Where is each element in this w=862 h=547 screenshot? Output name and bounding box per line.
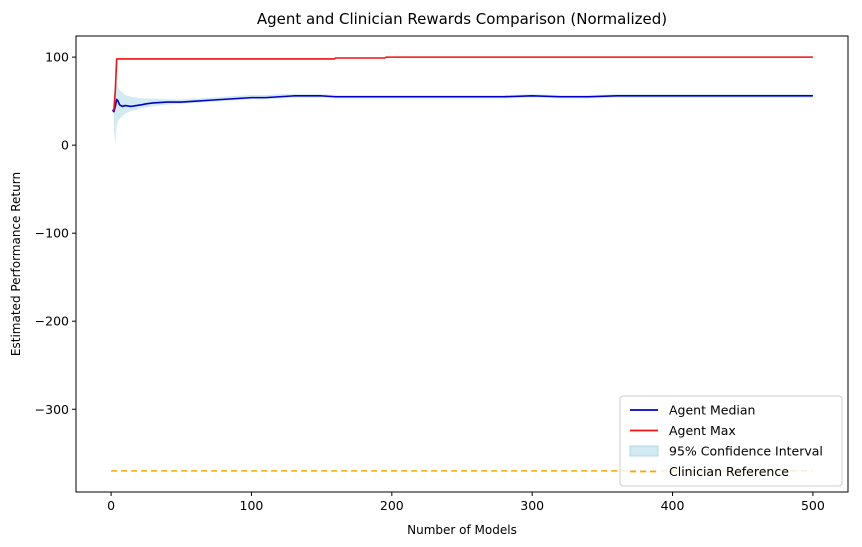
legend: Agent Median Agent Max 95% Confidence Inte… — [619, 395, 843, 487]
x-tick-label: 200 — [380, 498, 404, 513]
x-axis-label: Number of Models — [407, 523, 517, 537]
legend-label: Clinician Reference — [669, 464, 789, 479]
confidence-interval-band — [113, 81, 813, 144]
legend-swatch — [629, 445, 659, 457]
legend-label: Agent Median — [669, 403, 755, 418]
x-tick-label: 500 — [801, 498, 825, 513]
x-tick-label: 100 — [240, 498, 264, 513]
x-tick-label: 0 — [107, 498, 115, 513]
legend-label: Agent Max — [669, 423, 736, 438]
legend-label: 95% Confidence Interval — [669, 444, 823, 459]
confidence-interval-layer — [113, 81, 813, 144]
y-tick-label: 0 — [61, 138, 69, 153]
axes-layer — [75, 35, 849, 493]
x-tick-label: 300 — [520, 498, 544, 513]
series-line-agent-median — [111, 95, 813, 113]
y-ticks: 100 0 −100 −200 −300 — [35, 50, 76, 417]
series-line-agent-max — [112, 56, 813, 111]
x-ticks: 0 100 200 300 400 500 — [107, 492, 825, 513]
legend-box — [619, 395, 843, 487]
y-axis-label: Estimated Performance Return — [9, 172, 23, 356]
y-tick-label: −200 — [35, 314, 69, 329]
y-tick-label: −100 — [35, 226, 69, 241]
plot-area-frame — [75, 35, 849, 493]
y-tick-label: −300 — [35, 402, 69, 417]
chart-title: Agent and Clinician Rewards Comparison (… — [257, 10, 667, 28]
x-tick-label: 400 — [661, 498, 685, 513]
y-tick-label: 100 — [45, 50, 69, 65]
